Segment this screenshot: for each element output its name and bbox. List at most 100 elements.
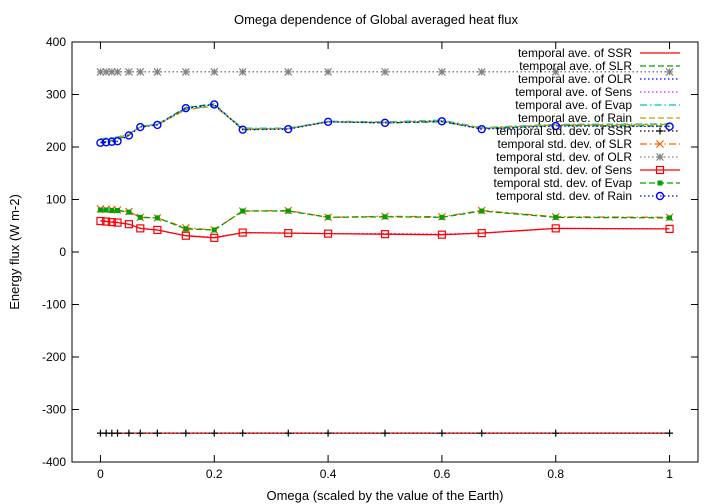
series-10 <box>96 216 674 242</box>
data-point <box>181 68 190 76</box>
legend-label: temporal std. dev. of SLR <box>497 137 632 151</box>
series-11 <box>97 207 673 233</box>
data-point <box>665 68 674 76</box>
legend-marker <box>657 180 663 186</box>
data-point <box>115 208 121 214</box>
series-2 <box>100 103 670 143</box>
y-tick-label: -400 <box>42 455 66 469</box>
y-tick-label: -200 <box>42 350 66 364</box>
data-point <box>137 214 143 220</box>
data-point <box>96 68 105 76</box>
data-point <box>210 233 219 242</box>
legend-marker <box>655 165 665 175</box>
data-point <box>437 68 446 76</box>
data-point <box>136 429 144 437</box>
data-point <box>103 207 109 213</box>
data-point <box>284 68 293 76</box>
legend-marker <box>656 153 664 161</box>
data-point <box>665 224 674 233</box>
data-point <box>323 229 333 238</box>
data-point <box>154 215 160 221</box>
x-tick-label: 0.8 <box>547 467 564 481</box>
legend-entry: temporal ave. of SLR <box>519 59 680 73</box>
data-point <box>380 230 390 239</box>
data-point <box>551 224 560 233</box>
data-point <box>96 138 105 148</box>
legend-entry: temporal std. dev. of Sens <box>493 163 680 177</box>
data-point <box>240 208 246 214</box>
series-7 <box>96 429 674 437</box>
x-tick-label: 1 <box>666 467 673 481</box>
data-point <box>210 68 219 76</box>
legend-entry: temporal ave. of SSR <box>518 46 680 60</box>
data-point <box>153 120 162 130</box>
legend-entry: temporal std. dev. of OLR <box>496 150 680 164</box>
series-12 <box>96 100 674 148</box>
legend-label: temporal ave. of Rain <box>518 111 632 125</box>
legend-label: temporal ave. of SLR <box>519 59 632 73</box>
data-point <box>136 68 145 76</box>
series-lines <box>96 68 674 437</box>
plot-frame <box>71 41 699 463</box>
legend-label: temporal std. dev. of Evap <box>493 176 632 190</box>
legend-label: temporal ave. of SSR <box>518 46 632 60</box>
series-9 <box>96 68 674 76</box>
data-point <box>382 214 388 220</box>
legend-entry: temporal ave. of Sens <box>515 85 680 99</box>
data-point <box>102 68 111 76</box>
data-point <box>666 429 674 437</box>
data-point <box>239 429 247 437</box>
data-point <box>182 429 190 437</box>
data-point <box>284 429 292 437</box>
data-point <box>437 230 447 239</box>
data-point <box>325 214 331 220</box>
data-point <box>285 208 291 214</box>
legend-marker <box>656 140 664 148</box>
data-point <box>324 429 332 437</box>
data-point <box>667 215 673 221</box>
legend-marker <box>656 127 664 135</box>
legend-entry: temporal ave. of Evap <box>515 98 680 112</box>
data-point <box>238 68 247 76</box>
y-tick-label: -100 <box>42 298 66 312</box>
data-point <box>181 231 190 240</box>
data-point <box>477 229 486 238</box>
data-point <box>125 429 133 437</box>
legend-entry: temporal std. dev. of SLR <box>497 137 680 151</box>
y-tick-label: 300 <box>46 88 66 102</box>
series-6 <box>100 105 670 140</box>
data-point <box>136 122 145 132</box>
data-point <box>380 118 390 128</box>
y-tick-label: 100 <box>46 193 66 207</box>
data-point <box>324 68 333 76</box>
data-point <box>284 124 293 134</box>
data-point <box>101 138 111 147</box>
y-tick-label: 0 <box>59 245 66 259</box>
y-tick-label: -300 <box>42 403 66 417</box>
data-point <box>553 214 559 220</box>
data-point <box>153 429 161 437</box>
data-point <box>126 209 132 215</box>
data-point <box>109 208 115 214</box>
data-point <box>136 224 145 233</box>
data-point <box>381 429 389 437</box>
chart-title: Omega dependence of Global averaged heat… <box>234 12 519 27</box>
legend-label: temporal std. dev. of SSR <box>496 124 632 138</box>
tick-labels: -400 -300 -200 -100 0 100 200 300 400 0 0.2 0.4 0.6 0… <box>42 35 673 481</box>
legend-label: temporal std. dev. of Sens <box>493 163 632 177</box>
data-point <box>478 429 486 437</box>
legend-label: temporal std. dev. of OLR <box>496 150 632 164</box>
data-point <box>552 429 560 437</box>
data-point <box>551 121 560 131</box>
legend-entry: temporal ave. of Rain <box>518 111 680 125</box>
data-point <box>438 429 446 437</box>
data-point <box>114 429 122 437</box>
x-tick-label: 0.4 <box>320 467 337 481</box>
data-point <box>113 68 122 76</box>
data-point <box>113 218 122 227</box>
data-point <box>210 429 218 437</box>
data-point <box>107 68 116 76</box>
data-point <box>477 124 486 134</box>
